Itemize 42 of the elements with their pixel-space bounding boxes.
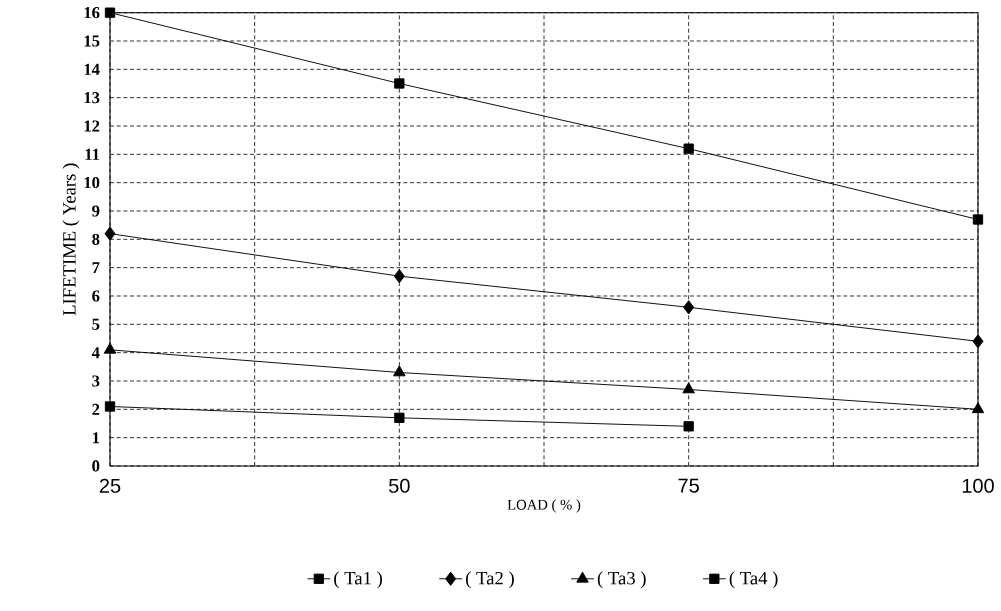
x-tick-label: 100: [962, 478, 994, 493]
y-tick-label: 2: [92, 403, 100, 415]
x-tick-label: 75: [678, 478, 699, 493]
x-axis-title: LOAD ( % ): [507, 499, 581, 513]
x-tick-label: 50: [389, 478, 410, 493]
y-tick-label: 1: [92, 432, 100, 444]
legend-label: ( Ta3 ): [597, 571, 646, 589]
y-tick-label: 0: [92, 460, 100, 472]
y-tick-label: 10: [84, 177, 100, 189]
x-tick-label: 25: [99, 478, 121, 493]
y-tick-label: 15: [84, 35, 100, 47]
point: [104, 7, 116, 18]
y-tick-label: 3: [92, 375, 100, 387]
y-tick-label: 11: [85, 148, 100, 160]
y-tick-label: 8: [92, 233, 100, 245]
point: [393, 365, 406, 377]
point: [682, 382, 695, 394]
legend-label: ( Ta2 ): [466, 571, 514, 589]
y-tick-label: 12: [84, 120, 100, 132]
y-tick-label: 4: [91, 347, 100, 359]
point: [683, 143, 694, 154]
point: [971, 402, 985, 414]
y-tick-label: 16: [84, 7, 100, 19]
point: [683, 300, 695, 315]
legend-label: ( Ta4 ): [729, 571, 778, 589]
point: [972, 334, 984, 349]
y-tick-label: 5: [92, 318, 100, 330]
point: [103, 342, 117, 354]
y-tick-label: 6: [92, 290, 100, 302]
point: [104, 401, 116, 412]
point: [393, 269, 405, 284]
y-tick-label: 13: [84, 92, 100, 104]
point: [104, 226, 116, 241]
y-axis-title: LIFETIME ( Years ): [62, 163, 80, 316]
point: [394, 412, 405, 423]
point: [683, 421, 694, 432]
y-tick-label: 9: [92, 205, 100, 217]
legend-label: ( Ta1 ): [334, 571, 382, 589]
y-tick-label: 14: [84, 63, 100, 75]
point: [972, 214, 984, 225]
y-tick-label: 7: [92, 262, 100, 274]
point: [394, 78, 405, 89]
